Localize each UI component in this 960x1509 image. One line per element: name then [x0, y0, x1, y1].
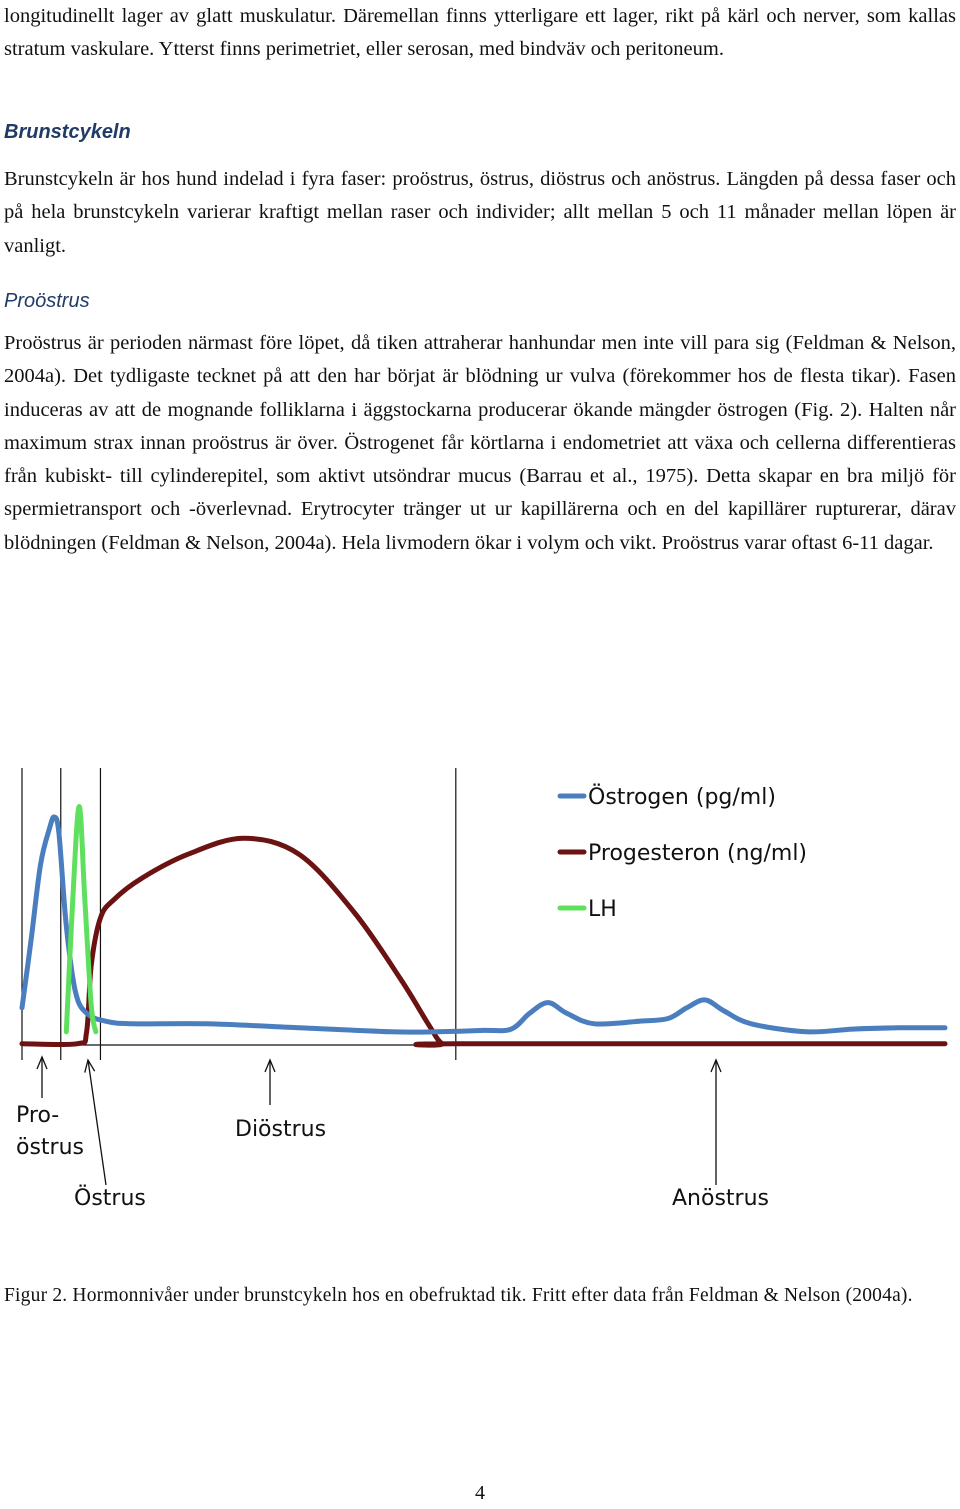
- figure-caption: Figur 2. Hormonnivåer under brunstcykeln…: [4, 1285, 913, 1306]
- series-line-lh: [63, 804, 99, 1035]
- page-number: 4: [475, 1482, 485, 1504]
- arrow-diostrus: [264, 1058, 276, 1105]
- intro-paragraph: longitudinellt lager av glatt muskulatur…: [4, 5, 956, 61]
- phase-label-anostrus: Anöstrus: [672, 1186, 769, 1211]
- phase-label-diostrus: Diöstrus: [235, 1117, 326, 1142]
- legend-label-lh: LH: [588, 897, 617, 922]
- arrow-anostrus: [710, 1058, 722, 1185]
- legend-label-strogen-pg-ml: Östrogen (pg/ml): [588, 784, 776, 810]
- section-paragraph: Brunstcykeln är hos hund indelad i fyra …: [4, 168, 956, 257]
- phase-arrows: [36, 1055, 722, 1186]
- hormone-lines: [19, 804, 948, 1048]
- legend-label-progesteron-ng-ml: Progesteron (ng/ml): [588, 841, 807, 866]
- subsection-heading: Proöstrus: [4, 290, 90, 312]
- chart-legend: Östrogen (pg/ml) Progesteron (ng/ml) LH: [557, 784, 807, 922]
- series-line-progesteron-ng-ml: [19, 835, 948, 1048]
- series-line-strogen-pg-ml: [19, 814, 948, 1035]
- phase-label-proostrus-line2: östrus: [16, 1135, 84, 1160]
- subsection-paragraph: Proöstrus är perioden närmast före löpet…: [4, 332, 956, 554]
- hormone-chart: Östrogen (pg/ml) Progesteron (ng/ml) LH Pr…: [16, 768, 948, 1211]
- phase-labels: Pro- östrus Östrus Diöstrus Anöstrus: [16, 1103, 769, 1211]
- phase-label-ostrus: Östrus: [74, 1185, 146, 1211]
- phase-label-proostrus-line1: Pro-: [16, 1103, 59, 1128]
- arrow-proostrus: [36, 1055, 48, 1098]
- section-heading: Brunstcykeln: [4, 121, 131, 143]
- arrow-ostrus: [84, 1058, 107, 1186]
